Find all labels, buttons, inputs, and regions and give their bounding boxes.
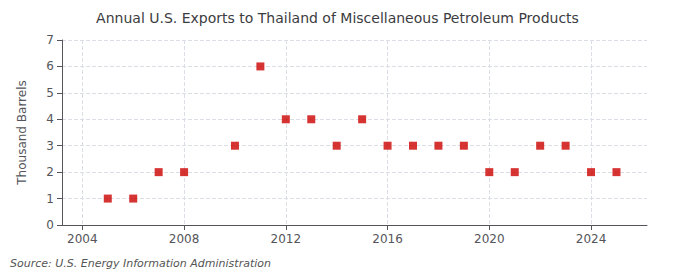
svg-text:Annual U.S. Exports to Thailan: Annual U.S. Exports to Thailand of Misce… [96, 10, 579, 26]
svg-text:1: 1 [46, 192, 54, 206]
svg-text:6: 6 [46, 59, 54, 73]
svg-text:4: 4 [46, 112, 54, 126]
svg-text:2012: 2012 [271, 232, 302, 246]
svg-text:Source: U.S. Energy Informatio: Source: U.S. Energy Information Administ… [10, 257, 271, 270]
svg-text:2: 2 [46, 165, 54, 179]
svg-text:2016: 2016 [372, 232, 403, 246]
svg-text:2004: 2004 [67, 232, 98, 246]
svg-text:0: 0 [46, 218, 54, 232]
svg-text:5: 5 [46, 86, 54, 100]
svg-text:2008: 2008 [169, 232, 200, 246]
svg-text:3: 3 [46, 139, 54, 153]
svg-text:Thousand Barrels: Thousand Barrels [15, 80, 29, 185]
svg-text:7: 7 [46, 33, 54, 47]
svg-text:2020: 2020 [474, 232, 505, 246]
svg-text:2024: 2024 [576, 232, 607, 246]
